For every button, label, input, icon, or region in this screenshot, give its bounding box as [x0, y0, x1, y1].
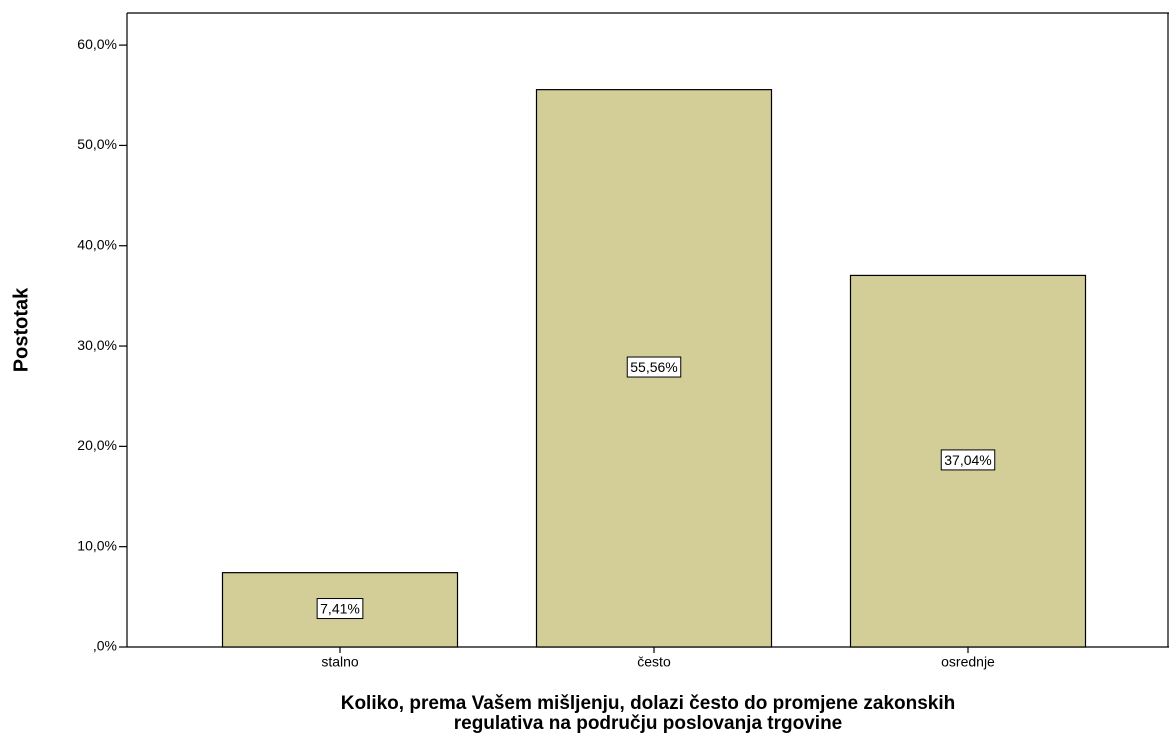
- y-tick-label: 60,0%: [77, 36, 117, 52]
- x-tick-label: stalno: [321, 654, 359, 670]
- value-label-box: [940, 449, 996, 471]
- value-label: 55,56%: [630, 359, 677, 375]
- y-axis-title: Postotak: [10, 287, 32, 372]
- x-tick-label: osrednje: [941, 654, 995, 670]
- y-tick-label: ,0%: [93, 638, 117, 654]
- x-tick-label: često: [637, 654, 671, 670]
- y-tick-label: 50,0%: [77, 136, 117, 152]
- y-tick-label: 30,0%: [77, 337, 117, 353]
- y-tick-label: 40,0%: [77, 236, 117, 252]
- y-tick-label: 10,0%: [77, 537, 117, 553]
- x-axis-title: Koliko, prema Vašem mišljenju, dolazi če…: [341, 693, 956, 714]
- value-label-box: [626, 356, 682, 378]
- x-axis-title: regulativa na području poslovanja trgovi…: [454, 713, 843, 734]
- value-label: 37,04%: [944, 452, 991, 468]
- value-label-box: [316, 598, 364, 620]
- y-tick-label: 20,0%: [77, 437, 117, 453]
- value-label: 7,41%: [320, 601, 360, 617]
